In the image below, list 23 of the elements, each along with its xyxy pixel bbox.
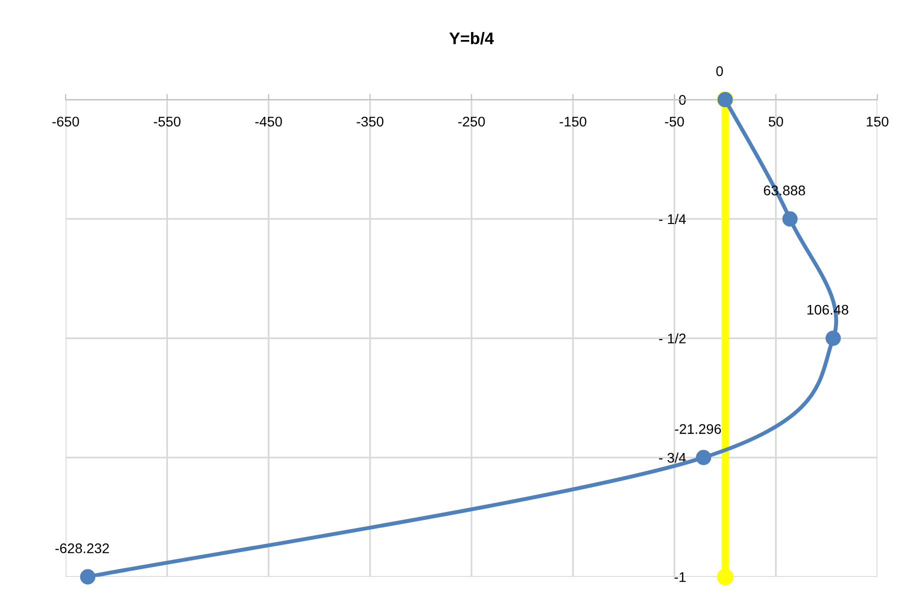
annotation: -628.232	[55, 543, 109, 554]
point	[80, 569, 96, 584]
y-tick-label: 0	[679, 94, 686, 105]
x-tick-label: -450	[255, 116, 282, 127]
x-tick-label: -550	[154, 116, 180, 127]
x-tick-label: -50	[665, 116, 684, 127]
y-tick-label: - 1/4	[659, 214, 686, 224]
point	[782, 211, 798, 227]
x-tick-label: -250	[458, 116, 485, 127]
x-tick-label: -150	[560, 116, 586, 127]
annotation: 0	[716, 66, 723, 76]
y-tick-label: - 1/2	[659, 333, 686, 344]
point	[716, 568, 734, 586]
point	[826, 330, 841, 346]
annotation: -21.296	[675, 424, 721, 434]
y-tick-label: -1	[674, 572, 686, 582]
x-tick-label: -350	[356, 116, 384, 127]
y-tick-label: - 3/4	[659, 452, 686, 463]
point	[696, 450, 712, 466]
x-tick-label: 50	[768, 116, 784, 127]
x-tick-label: -650	[52, 116, 80, 127]
chart-title: Y=b/4	[449, 32, 494, 44]
x-tick-label: 150	[866, 116, 888, 127]
